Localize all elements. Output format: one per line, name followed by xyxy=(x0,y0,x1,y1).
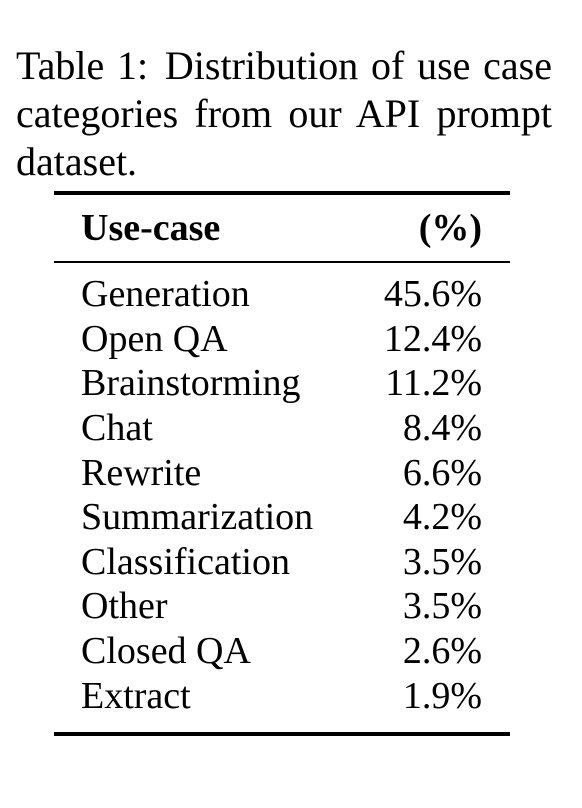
use-case-cell: Other xyxy=(81,585,168,628)
caption-label: Table 1: xyxy=(16,43,149,88)
table-row: Extract 1.9% xyxy=(81,673,482,718)
header-use-case: Use-case xyxy=(81,207,221,249)
table-header: Use-case (%) xyxy=(54,195,510,261)
percent-cell: 3.5% xyxy=(402,540,482,583)
percent-cell: 2.6% xyxy=(402,630,482,673)
percent-cell: 45.6% xyxy=(383,273,482,316)
use-case-cell: Open QA xyxy=(81,317,228,360)
use-case-cell: Classification xyxy=(81,540,290,583)
percent-cell: 3.5% xyxy=(402,585,482,628)
table-row: Chat 8.4% xyxy=(81,406,482,451)
percent-cell: 12.4% xyxy=(383,317,482,360)
table-caption: Table 1: Distribution of use case catego… xyxy=(16,42,552,186)
percent-cell: 11.2% xyxy=(385,362,482,405)
use-case-cell: Extract xyxy=(81,674,191,717)
use-case-cell: Rewrite xyxy=(81,451,202,494)
use-case-cell: Closed QA xyxy=(81,630,251,673)
percent-cell: 1.9% xyxy=(402,674,482,717)
use-case-cell: Summarization xyxy=(81,496,314,539)
use-case-cell: Chat xyxy=(81,407,153,450)
table-row: Brainstorming 11.2% xyxy=(81,361,482,406)
table-row: Classification 3.5% xyxy=(81,540,482,585)
table-row: Closed QA 2.6% xyxy=(81,629,482,674)
top-rule xyxy=(54,191,510,195)
header-percent: (%) xyxy=(418,207,482,249)
table-body: Generation 45.6% Open QA 12.4% Brainstor… xyxy=(54,263,510,732)
table-row: Summarization 4.2% xyxy=(81,495,482,540)
table-row: Other 3.5% xyxy=(81,584,482,629)
use-case-cell: Brainstorming xyxy=(81,362,301,405)
use-case-table: Use-case (%) Generation 45.6% Open QA 12… xyxy=(54,191,510,736)
percent-cell: 4.2% xyxy=(402,496,482,539)
caption-text: Distribution of use case categories from… xyxy=(16,43,553,184)
table-row: Generation 45.6% xyxy=(81,272,482,317)
percent-cell: 8.4% xyxy=(402,407,482,450)
use-case-cell: Generation xyxy=(81,273,250,316)
mid-rule xyxy=(54,261,510,263)
percent-cell: 6.6% xyxy=(402,451,482,494)
bottom-rule xyxy=(54,731,510,736)
table-row: Open QA 12.4% xyxy=(81,317,482,362)
table-row: Rewrite 6.6% xyxy=(81,450,482,495)
